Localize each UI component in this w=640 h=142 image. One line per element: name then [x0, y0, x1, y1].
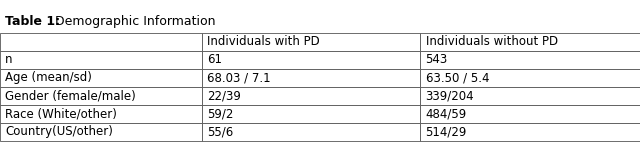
- Bar: [202, 87, 420, 105]
- Text: Demographic Information: Demographic Information: [51, 15, 216, 28]
- Bar: [202, 105, 420, 123]
- Text: 22/39: 22/39: [207, 89, 241, 102]
- Text: 59/2: 59/2: [207, 107, 233, 120]
- Bar: [420, 87, 640, 105]
- Bar: [0, 51, 202, 69]
- Bar: [420, 51, 640, 69]
- Bar: [202, 51, 420, 69]
- Text: 55/6: 55/6: [207, 125, 233, 138]
- Text: Country(US/other): Country(US/other): [5, 125, 113, 138]
- Text: 514/29: 514/29: [426, 125, 467, 138]
- Text: Race (White/other): Race (White/other): [5, 107, 117, 120]
- Text: 61: 61: [207, 53, 221, 66]
- Text: Age (mean/sd): Age (mean/sd): [5, 71, 92, 84]
- Bar: [0, 123, 202, 141]
- Bar: [202, 123, 420, 141]
- Bar: [420, 33, 640, 51]
- Bar: [0, 105, 202, 123]
- Text: Gender (female/male): Gender (female/male): [5, 89, 136, 102]
- Text: 63.50 / 5.4: 63.50 / 5.4: [426, 71, 489, 84]
- Text: 484/59: 484/59: [426, 107, 467, 120]
- Text: Individuals without PD: Individuals without PD: [426, 35, 557, 48]
- Text: 339/204: 339/204: [426, 89, 474, 102]
- Text: Individuals with PD: Individuals with PD: [207, 35, 319, 48]
- Bar: [202, 33, 420, 51]
- Text: Table 1:: Table 1:: [5, 15, 60, 28]
- Text: 543: 543: [426, 53, 448, 66]
- Bar: [0, 87, 202, 105]
- Text: n: n: [5, 53, 13, 66]
- Text: 68.03 / 7.1: 68.03 / 7.1: [207, 71, 270, 84]
- Bar: [202, 69, 420, 87]
- Bar: [0, 33, 202, 51]
- Bar: [420, 105, 640, 123]
- Bar: [0, 69, 202, 87]
- Bar: [420, 123, 640, 141]
- Bar: [420, 69, 640, 87]
